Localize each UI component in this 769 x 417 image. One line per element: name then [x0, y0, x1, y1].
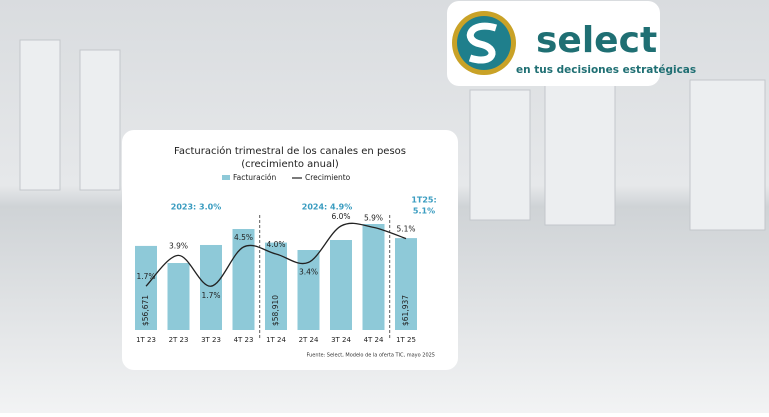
line-value-label: 1.7%: [136, 272, 155, 281]
bar: [167, 263, 190, 330]
legend-swatch: [222, 175, 230, 180]
x-tick-label: 4T 24: [364, 336, 384, 344]
x-tick-label: 3T 23: [201, 336, 221, 344]
legend-label: Crecimiento: [305, 173, 351, 182]
logo-tagline: en tus decisiones estratégicas: [516, 64, 696, 76]
line-value-label: 5.1%: [396, 225, 415, 234]
bar: [135, 245, 157, 330]
legend-label: Facturación: [233, 173, 277, 182]
line-value-label: 3.9%: [169, 241, 188, 250]
line-value-label: 5.9%: [364, 213, 383, 222]
bar: [200, 244, 222, 330]
line-value-label: 1.7%: [201, 291, 220, 300]
plot: Facturación Crecimiento 2023: 3.0% 2024: 4.…: [135, 173, 437, 344]
x-tick-label: 1T 23: [136, 336, 156, 344]
annotation: 1T25:: [411, 196, 436, 205]
bar: [265, 242, 287, 330]
warehouse-doors: [19, 39, 766, 231]
x-tick-label: 2T 24: [299, 336, 319, 344]
x-tick-label: 4T 23: [234, 336, 254, 344]
logo-s: [466, 22, 498, 64]
source: Fuente: Select, Modelo de la oferta TIC,…: [306, 353, 435, 359]
logo-name: select: [536, 20, 657, 61]
bar: [362, 224, 385, 330]
chart-title: Facturación trimestral de los canales en…: [174, 145, 406, 157]
x-tick-label: 1T 24: [266, 336, 286, 344]
bar: [297, 250, 320, 330]
line-value-label: 4.5%: [234, 233, 253, 242]
x-tick-label: 2T 23: [169, 336, 189, 344]
line-value-label: 6.0%: [331, 212, 350, 221]
bar: [395, 238, 417, 330]
bar: [232, 229, 255, 330]
annotation: 2024: 4.9%: [302, 203, 352, 212]
growth-line: [145, 222, 407, 287]
annotation: 2023: 3.0%: [171, 203, 221, 212]
x-tick-label: 3T 24: [331, 336, 351, 344]
annotation: 5.1%: [413, 207, 435, 216]
line-value-label: 4.0%: [266, 240, 285, 249]
bar: [330, 240, 352, 330]
x-tick-label: 1T 25: [396, 336, 416, 344]
bar-value-label: $58,910: [271, 295, 280, 326]
bar-value-label: $61,937: [401, 295, 410, 326]
line-value-label: 3.4%: [299, 267, 318, 276]
chart-subtitle: (crecimiento anual): [241, 159, 339, 170]
bar-value-label: $56,671: [141, 295, 150, 326]
